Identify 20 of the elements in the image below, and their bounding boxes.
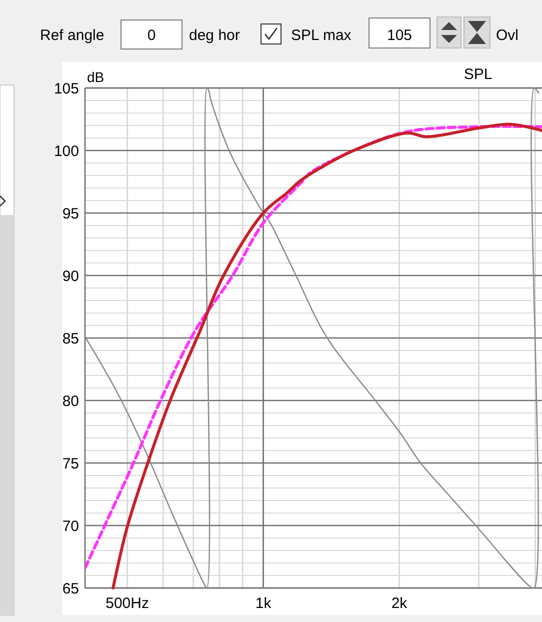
text: Ref angle [40, 27, 104, 44]
y-tick-label: 95 [62, 205, 79, 222]
y-tick-label: 90 [62, 268, 79, 285]
y-tick-label: 100 [54, 142, 79, 160]
y-tick-label: 75 [62, 455, 79, 472]
y-tick-label: 105 [54, 80, 79, 98]
y-tick-label: 65 [62, 580, 79, 598]
text: 0 [147, 27, 156, 44]
text: deg hor [189, 27, 240, 44]
y-tick-label: 80 [62, 392, 79, 410]
y-tick-label: 70 [62, 518, 79, 535]
text: SPL max [291, 27, 352, 44]
x-tick-label: 1k [255, 595, 272, 612]
text: Ovl [496, 27, 518, 44]
x-tick-label: 2k [391, 595, 408, 612]
y-axis-title: dB [87, 69, 104, 85]
chart-title: SPL [464, 66, 492, 83]
x-tick-label: 500Hz [106, 595, 149, 612]
y-tick-label: 85 [62, 330, 79, 348]
text: 105 [386, 27, 412, 44]
